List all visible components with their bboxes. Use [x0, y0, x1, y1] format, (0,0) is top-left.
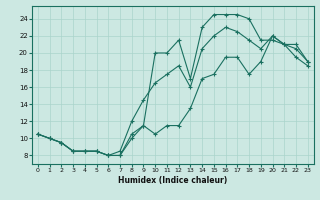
X-axis label: Humidex (Indice chaleur): Humidex (Indice chaleur) [118, 176, 228, 185]
